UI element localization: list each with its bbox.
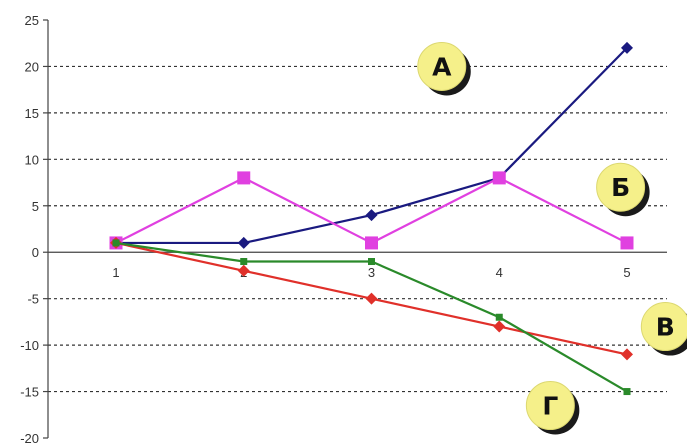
y-tick-label: 0 — [32, 245, 39, 260]
y-tick-label: 25 — [25, 13, 39, 28]
callout-circle — [596, 162, 646, 212]
y-tick-label: -10 — [20, 338, 39, 353]
callout-badge: Г — [525, 380, 580, 435]
callout-badge: В — [640, 302, 687, 356]
callout-label: Г — [542, 391, 558, 420]
gridlines — [48, 65, 667, 393]
data-point — [492, 171, 506, 185]
callout-badge: А — [417, 41, 471, 96]
x-tick-label: 5 — [623, 265, 630, 280]
x-tick-label: 1 — [112, 265, 119, 280]
callout-circle — [640, 302, 687, 352]
callout-label: Б — [611, 173, 630, 202]
data-point — [112, 239, 120, 247]
x-axis: 12345 — [48, 251, 667, 280]
series-lines — [109, 41, 634, 396]
x-tick-label: 4 — [496, 265, 503, 280]
data-point — [493, 320, 506, 333]
data-point — [365, 292, 378, 305]
data-point — [237, 171, 251, 185]
callout-badge: Б — [596, 162, 650, 217]
y-tick-label: -5 — [27, 292, 39, 307]
data-point — [620, 236, 634, 250]
data-point — [495, 313, 503, 321]
data-point — [240, 258, 248, 266]
callout-circle — [525, 380, 575, 430]
data-point — [365, 209, 378, 222]
y-axis: 25 20 15 10 5 0 -5 -10 -15 -20 — [20, 13, 49, 444]
callout-circle — [417, 41, 467, 91]
data-point — [368, 258, 375, 266]
data-point — [365, 236, 378, 250]
y-tick-label: 20 — [25, 59, 39, 74]
series-callouts: А Б В Г — [417, 41, 687, 435]
y-tick-label: -15 — [20, 385, 39, 400]
data-point — [621, 41, 633, 54]
data-point — [237, 236, 250, 249]
series-1 — [110, 41, 633, 249]
callout-label: А — [432, 52, 452, 81]
y-tick-label: 10 — [25, 152, 39, 167]
y-tick-label: 15 — [25, 106, 39, 121]
x-tick-label: 3 — [368, 265, 375, 280]
data-point — [237, 264, 250, 277]
y-tick-label: -20 — [20, 431, 39, 444]
series-4 — [112, 239, 631, 396]
data-point — [621, 348, 633, 361]
callout-label: В — [656, 313, 675, 342]
y-tick-label: 5 — [32, 199, 39, 214]
data-point — [623, 388, 631, 396]
